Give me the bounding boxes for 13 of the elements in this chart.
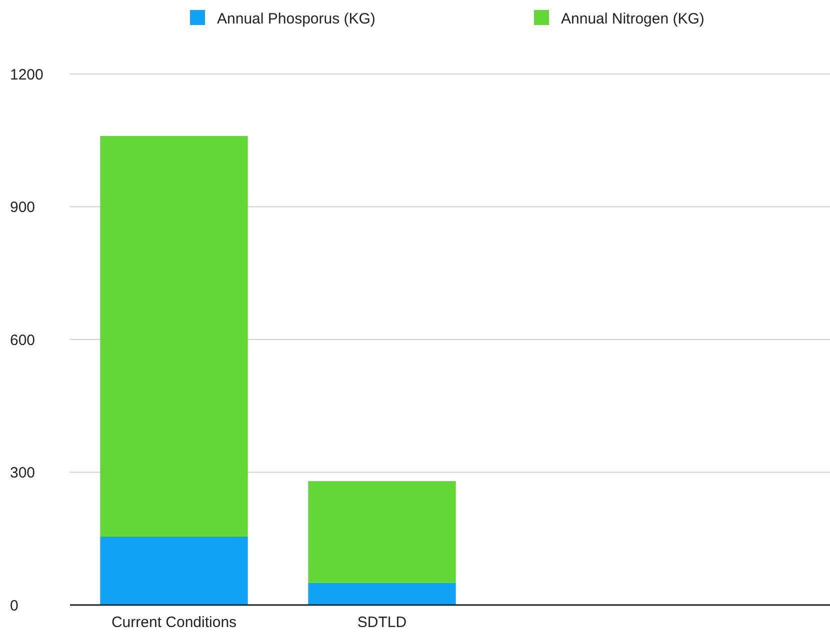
y-tick-label: 1200 — [10, 66, 44, 84]
y-tick-label: 900 — [10, 199, 36, 216]
bar — [100, 136, 248, 536]
y-tick-label: 300 — [10, 464, 36, 482]
bar — [308, 582, 456, 605]
bar — [308, 481, 456, 583]
legend-label: Annual Nitrogen (KG) — [561, 10, 704, 28]
y-tick-label: 0 — [10, 597, 18, 614]
y-tick-label: 600 — [10, 332, 36, 349]
x-tick-label: Current Conditions — [111, 614, 237, 631]
x-tick-label: SDTLD — [357, 614, 407, 631]
bar — [100, 536, 248, 605]
legend-label: Annual Phosporus (KG) — [217, 10, 376, 28]
